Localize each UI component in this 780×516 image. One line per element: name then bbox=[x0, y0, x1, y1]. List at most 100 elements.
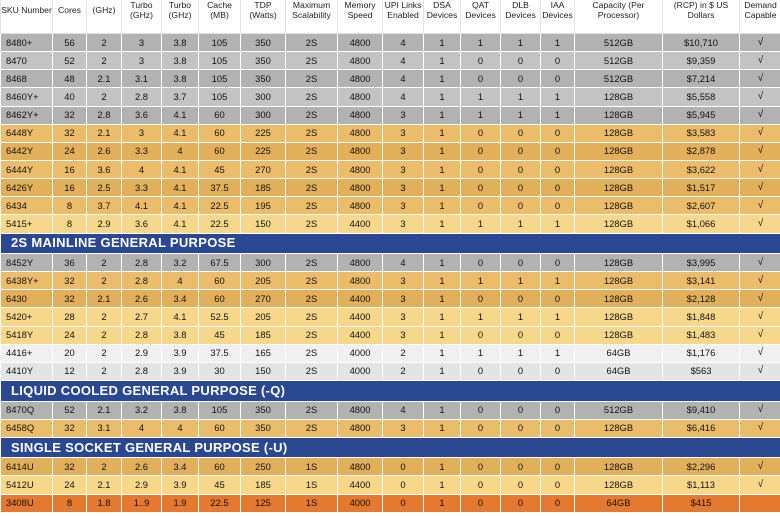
table-cell: 3 bbox=[382, 159, 424, 180]
table-cell: 1 bbox=[460, 271, 501, 291]
table-cell: 1 bbox=[423, 457, 461, 477]
table-cell: 0 bbox=[540, 141, 575, 161]
table-cell: 4400 bbox=[337, 475, 383, 495]
table-cell: $9,410 bbox=[662, 400, 740, 420]
table-cell: 1 bbox=[460, 343, 501, 363]
table-cell: 64GB bbox=[574, 361, 663, 382]
table-cell: 2 bbox=[86, 343, 122, 363]
section-header: 2S MAINLINE GENERAL PURPOSE bbox=[0, 232, 780, 255]
table-cell: 2.8 bbox=[86, 105, 122, 125]
table-cell: 4.1 bbox=[161, 214, 199, 234]
table-cell: 128GB bbox=[574, 105, 663, 125]
table-cell: $1,113 bbox=[662, 475, 740, 495]
column-header: UPI Links Enabled bbox=[382, 0, 424, 34]
table-cell: 2S bbox=[285, 87, 338, 107]
table-cell: 16 bbox=[52, 159, 87, 180]
table-row: 8462Y+ 32 2.8 3.6 4.1 60 300 2S 4800 3 1 1 1 1 128GB $5… bbox=[0, 105, 780, 125]
table-cell: 64GB bbox=[574, 493, 663, 513]
table-cell: 0 bbox=[460, 141, 501, 161]
table-cell: 3 bbox=[382, 178, 424, 198]
table-cell: 45 bbox=[198, 159, 241, 180]
table-cell: 128GB bbox=[574, 141, 663, 161]
table-cell: 3 bbox=[382, 123, 424, 143]
table-cell: 60 bbox=[198, 289, 241, 309]
table-row: 5420+ 28 2 2.7 4.1 52.5 205 2S 4400 3 1 1 1 1 128GB $1,… bbox=[0, 307, 780, 327]
table-cell: 350 bbox=[240, 32, 286, 53]
table-cell: 3 bbox=[382, 325, 424, 345]
table-cell: 3.6 bbox=[86, 159, 122, 180]
table-cell: 28 bbox=[52, 307, 87, 327]
table-row: 6434 8 3.7 4.1 4.1 22.5 195 2S 4800 3 1 0 0 0 128GB $2,… bbox=[0, 196, 780, 216]
table-cell: $1,517 bbox=[662, 178, 740, 198]
table-cell: 3 bbox=[382, 307, 424, 327]
table-cell: 0 bbox=[500, 325, 541, 345]
table-cell: 36 bbox=[52, 253, 87, 273]
table-cell: 1 bbox=[423, 325, 461, 345]
table-cell: $1,848 bbox=[662, 307, 740, 327]
table-row: 5412U 24 2.1 2.9 3.9 45 185 1S 4400 0 1 0 0 0 128GB $1,… bbox=[0, 475, 780, 495]
table-cell: 2 bbox=[86, 271, 122, 291]
table-cell: $2,296 bbox=[662, 457, 740, 477]
table-cell: 2.9 bbox=[121, 475, 162, 495]
table-cell: 1 bbox=[423, 87, 461, 107]
table-cell: 1 bbox=[460, 105, 501, 125]
table-cell: 1 bbox=[540, 343, 575, 363]
table-cell: 2S bbox=[285, 253, 338, 273]
table-cell: 3.6 bbox=[121, 214, 162, 234]
table-cell: 2S bbox=[285, 214, 338, 234]
table-cell: $563 bbox=[662, 361, 740, 382]
table-cell: 3.2 bbox=[121, 400, 162, 420]
table-cell: √ bbox=[739, 141, 780, 161]
table-cell: 1.9 bbox=[161, 493, 199, 513]
table-cell: 185 bbox=[240, 178, 286, 198]
table-cell: 4800 bbox=[337, 457, 383, 477]
table-cell: 4800 bbox=[337, 418, 383, 438]
table-cell: 3.7 bbox=[86, 196, 122, 216]
table-cell: √ bbox=[739, 271, 780, 291]
table-cell: 3.8 bbox=[161, 32, 199, 53]
table-row: 8470 52 2 3 3.8 105 350 2S 4800 4 1 0 0 0 512GB $9,359 √… bbox=[0, 51, 780, 71]
table-cell: 4 bbox=[161, 271, 199, 291]
table-cell: 0 bbox=[460, 457, 501, 477]
table-cell: 24 bbox=[52, 325, 87, 345]
table-cell: 128GB bbox=[574, 457, 663, 477]
table-cell: 350 bbox=[240, 418, 286, 438]
table-cell: 32 bbox=[52, 457, 87, 477]
table-cell bbox=[739, 493, 780, 513]
table-row: 8468 48 2.1 3.1 3.8 105 350 2S 4800 4 1 0 0 0 512GB $7,… bbox=[0, 69, 780, 89]
table-cell: 3.4 bbox=[161, 289, 199, 309]
column-header: (RCP) in $ US Dollars bbox=[662, 0, 740, 34]
table-row: 3408U 8 1.8 1..9 1.9 22.5 125 1S 4000 0 1 0 0 0 64GB $4… bbox=[0, 493, 780, 513]
table-cell: 1 bbox=[423, 159, 461, 180]
table-cell: 3.1 bbox=[121, 69, 162, 89]
table-cell: 3 bbox=[382, 418, 424, 438]
table-cell: 128GB bbox=[574, 325, 663, 345]
sku-cell: 6438Y+ bbox=[0, 271, 53, 291]
table-cell: 128GB bbox=[574, 253, 663, 273]
table-cell: 1 bbox=[540, 214, 575, 234]
table-cell: 512GB bbox=[574, 69, 663, 89]
table-cell: 1 bbox=[500, 87, 541, 107]
table-cell: 128GB bbox=[574, 307, 663, 327]
table-cell: 3.9 bbox=[161, 343, 199, 363]
table-cell: 350 bbox=[240, 69, 286, 89]
table-cell: 2.1 bbox=[86, 69, 122, 89]
column-header: SKU Number bbox=[0, 0, 53, 34]
table-cell: 1..9 bbox=[121, 493, 162, 513]
sku-cell: 6426Y bbox=[0, 178, 53, 198]
table-cell: 1 bbox=[423, 271, 461, 291]
table-cell: 1 bbox=[423, 178, 461, 198]
sku-cell: 4416+ bbox=[0, 343, 53, 363]
table-cell: 128GB bbox=[574, 214, 663, 234]
table-cell: 1 bbox=[423, 253, 461, 273]
table-cell: 12 bbox=[52, 361, 87, 382]
table-cell: 1 bbox=[423, 51, 461, 71]
table-cell: 185 bbox=[240, 475, 286, 495]
table-cell: 4000 bbox=[337, 493, 383, 513]
table-cell: 0 bbox=[540, 51, 575, 71]
table-cell: 0 bbox=[500, 289, 541, 309]
table-row: 4416+ 20 2 2.9 3.9 37.5 165 2S 4000 2 1 1 1 1 64GB $1,1… bbox=[0, 343, 780, 363]
table-cell: 4 bbox=[382, 32, 424, 53]
table-cell: 37.5 bbox=[198, 178, 241, 198]
